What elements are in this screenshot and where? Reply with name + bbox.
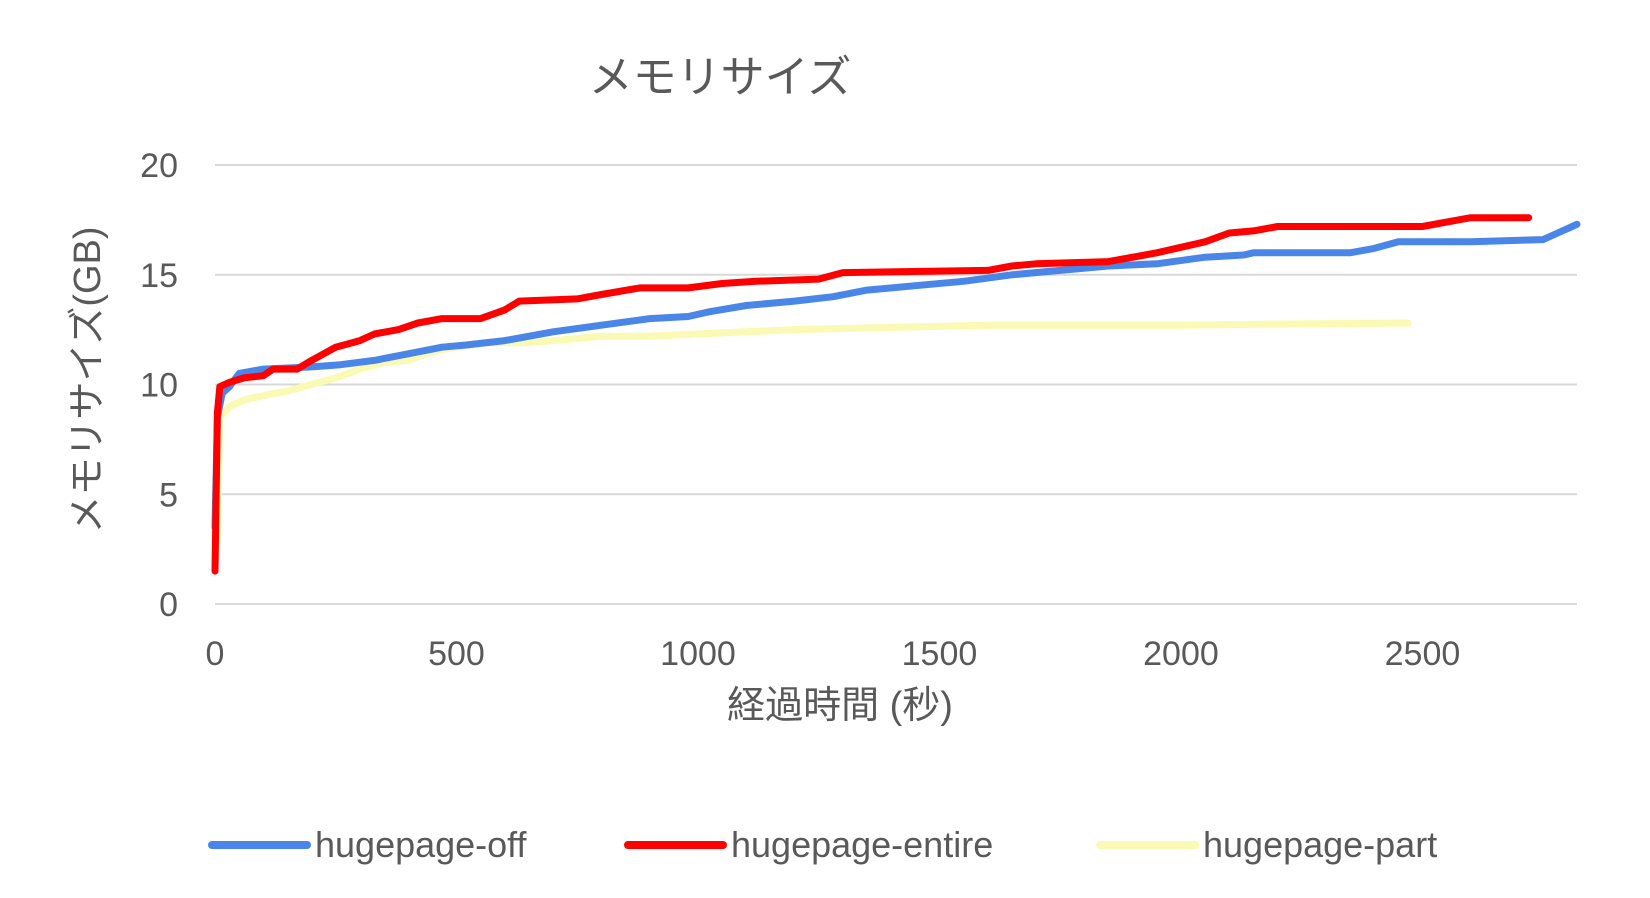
legend-item-hugepage-entire: hugepage-entire (624, 824, 993, 865)
legend-label: hugepage-part (1203, 824, 1437, 865)
x-tick-label: 1500 (902, 635, 978, 673)
x-tick-label: 0 (206, 635, 225, 673)
y-tick-label: 15 (140, 257, 178, 295)
y-tick-label: 20 (140, 147, 178, 185)
y-tick-label: 0 (159, 586, 178, 624)
x-tick-label: 500 (428, 635, 485, 673)
legend-label: hugepage-off (315, 824, 528, 865)
legend-item-hugepage-off: hugepage-off (208, 824, 528, 865)
legend-label: hugepage-entire (731, 824, 993, 865)
x-axis-title: 経過時間 (秒) (727, 685, 953, 727)
x-axis-ticks: 0 500 1000 1500 2000 2500 (206, 635, 1461, 673)
y-axis-ticks: 0 5 10 15 20 (140, 147, 178, 624)
series-line-hugepage-entire (211, 214, 1533, 575)
x-tick-label: 2000 (1143, 635, 1219, 673)
series-lines (211, 214, 1581, 575)
x-tick-label: 1000 (660, 635, 736, 673)
legend: hugepage-off hugepage-entire hugepage-part (208, 824, 1437, 865)
y-axis-title: メモリサイズ(GB) (67, 226, 109, 533)
x-tick-label: 2500 (1385, 635, 1461, 673)
series-line-hugepage-off (211, 220, 1581, 531)
y-tick-label: 10 (140, 367, 178, 405)
y-tick-label: 5 (159, 476, 178, 514)
chart-title: メモリサイズ (589, 53, 852, 102)
legend-item-hugepage-part: hugepage-part (1096, 824, 1437, 865)
